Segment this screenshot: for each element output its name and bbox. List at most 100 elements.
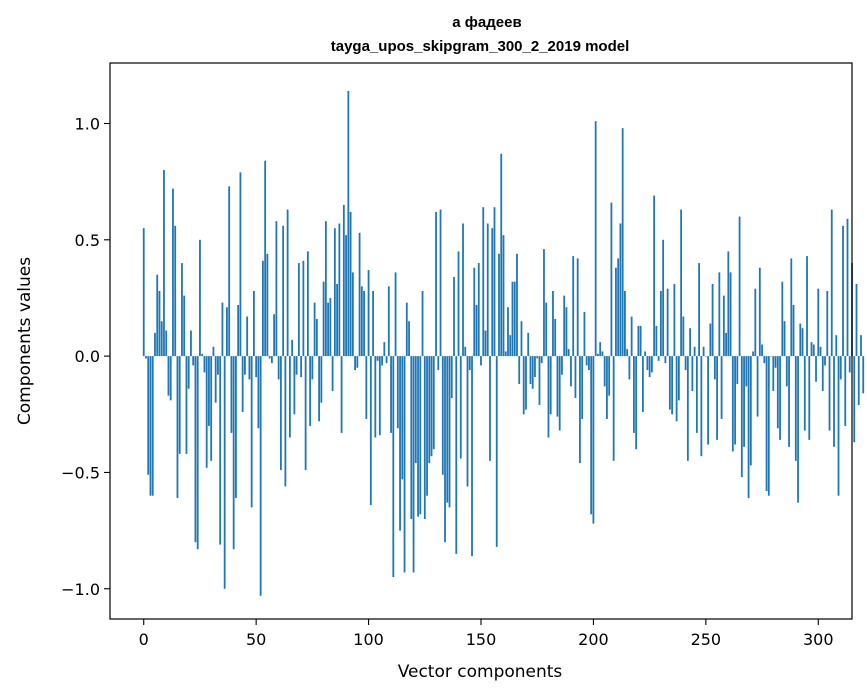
bar-44	[241, 356, 244, 412]
chart-title: а фадеев	[452, 14, 521, 31]
bar-24	[196, 356, 199, 550]
bar-107	[383, 342, 386, 357]
bar-128	[430, 356, 433, 457]
bar-83	[329, 297, 332, 357]
bar-47	[248, 356, 251, 380]
bar-235	[671, 356, 674, 415]
bar-87	[338, 223, 341, 357]
bar-306	[830, 209, 833, 357]
bar-140	[457, 251, 460, 357]
bar-55	[266, 253, 269, 357]
bar-205	[603, 356, 606, 387]
bar-207	[608, 356, 611, 396]
bar-171	[527, 332, 530, 357]
bar-80	[322, 281, 325, 357]
bar-201	[594, 121, 597, 357]
bar-188	[565, 307, 568, 357]
bar-290	[794, 356, 797, 461]
bar-136	[448, 356, 451, 508]
bar-181	[549, 356, 552, 415]
bar-247	[698, 263, 700, 357]
bar-153	[486, 223, 489, 357]
bar-267	[743, 356, 745, 447]
bar-41	[235, 356, 237, 499]
bar-50	[255, 356, 258, 378]
bar-158	[498, 253, 500, 357]
bar-127	[428, 356, 431, 464]
bar-257	[720, 356, 723, 419]
bar-191	[572, 256, 575, 357]
bar-28	[205, 356, 208, 468]
bar-274	[758, 267, 761, 357]
bar-36	[223, 356, 226, 589]
bar-143	[464, 346, 467, 357]
bar-246	[695, 356, 698, 433]
bar-249	[702, 346, 705, 357]
bar-53	[262, 260, 264, 357]
bar-132	[439, 209, 442, 357]
bar-311	[842, 225, 844, 357]
bar-161	[504, 351, 507, 357]
bar-317	[855, 284, 858, 357]
bar-111	[392, 356, 395, 578]
bar-97	[360, 286, 363, 357]
bar-165	[513, 281, 516, 357]
bar-261	[729, 272, 732, 357]
bar-12	[169, 356, 172, 401]
bar-54	[264, 160, 267, 357]
bar-248	[700, 356, 703, 457]
bar-289	[792, 304, 795, 357]
bar-218	[633, 356, 635, 433]
x-tick-label: 300	[803, 630, 834, 649]
x-axis: 0 50 100 150 200 250 300	[139, 619, 834, 649]
bar-159	[500, 153, 503, 357]
bar-1	[145, 356, 147, 359]
bar-71	[302, 260, 305, 357]
y-axis: −1.0 −0.5 0.0 0.5 1.0	[61, 114, 110, 599]
bar-226	[650, 356, 653, 373]
bar-51	[257, 356, 260, 429]
bar-308	[835, 335, 838, 357]
bar-228	[655, 325, 658, 357]
bar-240	[682, 316, 685, 357]
bar-219	[635, 356, 638, 450]
bar-131	[437, 356, 440, 371]
bar-305	[828, 356, 831, 431]
bar-180	[547, 356, 550, 438]
bar-121	[414, 356, 417, 464]
bar-118	[408, 321, 410, 357]
y-tick-label: 0.0	[75, 347, 100, 366]
bar-316	[853, 356, 856, 443]
bar-298	[812, 344, 815, 357]
bar-45	[244, 356, 246, 375]
bar-184	[556, 356, 559, 417]
bar-167	[518, 356, 521, 385]
bar-234	[668, 356, 671, 410]
bar-94	[354, 356, 356, 371]
bar-9	[163, 170, 165, 357]
bar-193	[576, 258, 579, 357]
bar-216	[628, 356, 631, 380]
bar-124	[421, 290, 424, 357]
bar-15	[176, 356, 179, 499]
bar-40	[232, 356, 235, 550]
bar-268	[745, 356, 748, 387]
bar-130	[435, 211, 437, 357]
chart-subtitle: tayga_upos_skipgram_300_2_2019 model	[331, 38, 630, 55]
x-tick-label: 250	[691, 630, 722, 649]
bar-222	[641, 356, 644, 412]
bar-25	[199, 239, 201, 357]
x-tick-label: 0	[139, 630, 149, 649]
bar-170	[525, 356, 527, 410]
bar-230	[659, 290, 662, 357]
bar-27	[203, 356, 206, 373]
bar-237	[675, 356, 678, 422]
bar-109	[387, 286, 390, 357]
bar-93	[351, 272, 354, 357]
bar-271	[752, 351, 754, 357]
bar-113	[396, 356, 399, 429]
bar-46	[246, 316, 249, 357]
x-tick-label: 200	[578, 630, 609, 649]
bar-280	[772, 356, 775, 392]
bar-103	[374, 356, 377, 438]
